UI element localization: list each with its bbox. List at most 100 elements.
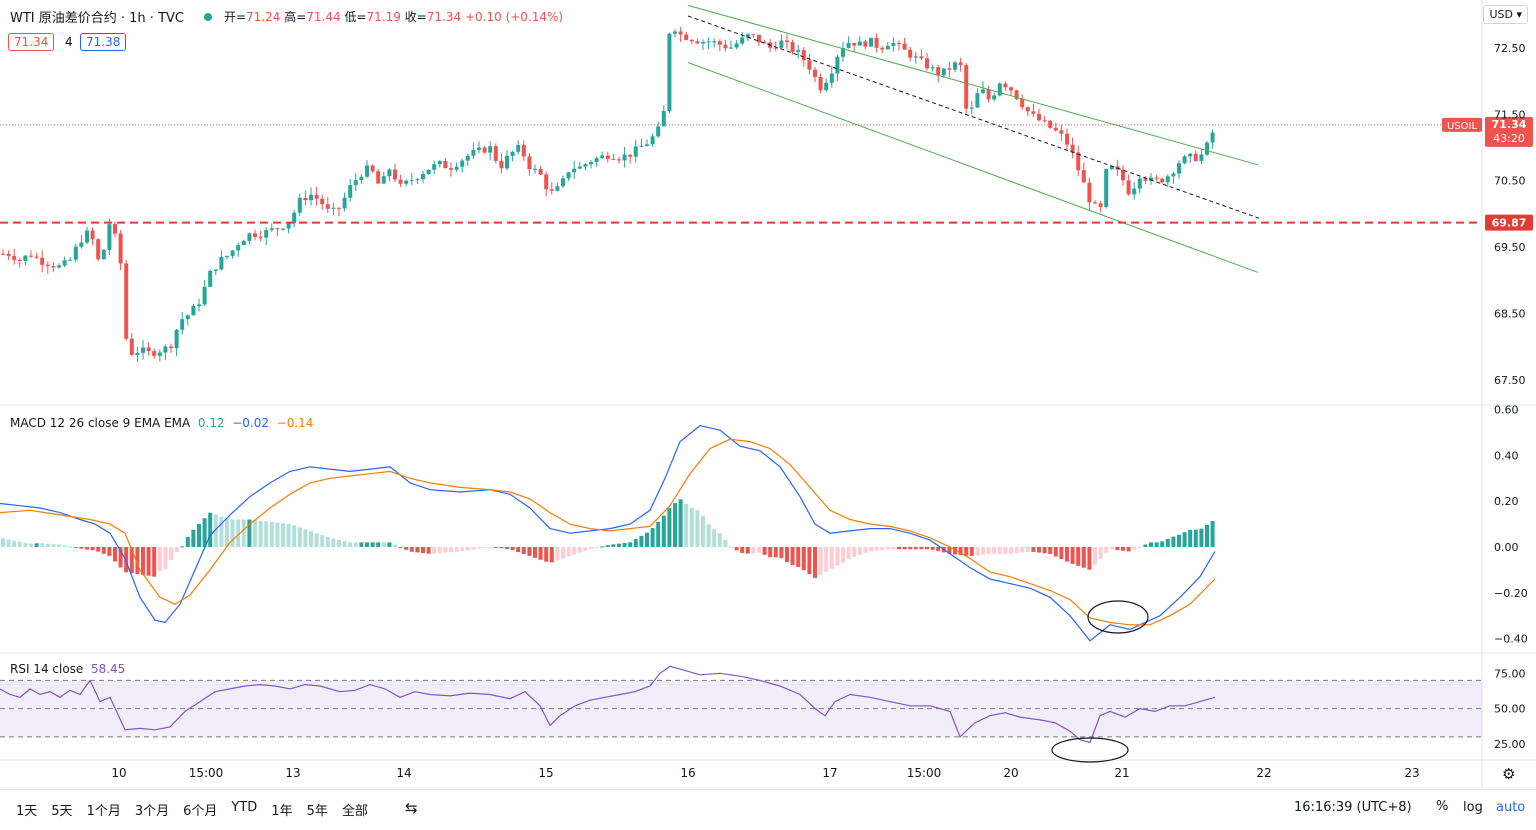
macd-histogram-bar [163, 546, 168, 570]
candle-body [947, 68, 952, 70]
candle-body [1199, 154, 1204, 161]
macd-histogram-bar [415, 546, 420, 553]
candle-body [320, 198, 325, 205]
macd-histogram-bar [902, 546, 907, 550]
ask-button[interactable]: 71.38 [80, 33, 127, 51]
candle-body [393, 169, 397, 180]
macd-histogram-bar [73, 546, 78, 548]
candle-body [331, 207, 336, 209]
time-tick-label: 15:00 [907, 766, 942, 780]
support-price-label: 69.87 [1492, 217, 1527, 230]
macd-histogram-bar [919, 546, 924, 550]
macd-tick-label: 0.40 [1494, 449, 1519, 462]
macd-histogram-bar [471, 546, 476, 550]
candle-body [510, 151, 515, 156]
current-price-tag [1485, 116, 1533, 147]
range-all[interactable]: 全部 [341, 804, 368, 819]
symbol-title[interactable]: WTI 原油差价合约 · 1h · TVC [10, 11, 184, 26]
macd-histogram-bar [314, 533, 319, 547]
macd-histogram-bar [297, 527, 302, 547]
macd-histogram-bar [925, 546, 929, 550]
macd-histogram-bar [141, 546, 145, 575]
range-5y[interactable]: 5年 [306, 804, 328, 819]
macd-histogram-bar [723, 540, 728, 547]
macd-histogram-bar [241, 519, 246, 547]
candle-body [639, 146, 644, 148]
macd-histogram-bar [1121, 546, 1125, 551]
candle-body [314, 194, 319, 199]
macd-histogram-bar [258, 520, 263, 547]
macd-histogram-bar [695, 510, 700, 547]
macd-histogram-bar [381, 542, 386, 547]
auto-toggle[interactable]: auto [1496, 800, 1526, 815]
macd-histogram-bar [908, 546, 913, 550]
macd-histogram-bar [303, 529, 308, 547]
currency-select[interactable]: USD ▾ [1483, 5, 1528, 24]
macd-histogram-bar [600, 546, 605, 548]
candle-body [387, 169, 392, 177]
candle-body [1126, 180, 1131, 195]
candle-body [1171, 173, 1176, 177]
macd-histogram-bar [505, 546, 509, 549]
time-tick-label: 13 [285, 766, 300, 780]
range-1m[interactable]: 1个月 [86, 804, 121, 819]
macd-histogram-bar [594, 546, 599, 548]
rsi-annotation-ellipse [1051, 737, 1129, 763]
clock-readout[interactable]: 16:16:39 (UTC+8) [1294, 800, 1412, 815]
candle-body [471, 149, 476, 156]
macd-histogram-bar [1109, 546, 1114, 550]
candle-body [1160, 178, 1165, 183]
candle-body [785, 40, 789, 43]
candle-body [605, 155, 610, 159]
macd-histogram-bar [482, 546, 487, 548]
candle-body [656, 126, 661, 137]
range-6m[interactable]: 6个月 [183, 804, 218, 819]
percent-toggle[interactable]: % [1436, 799, 1449, 814]
macd-histogram-bar [633, 539, 638, 547]
candle-body [516, 145, 521, 152]
macd-histogram-bar [689, 507, 694, 547]
macd-histogram-bar [801, 546, 806, 571]
time-tick-label: 21 [1114, 766, 1129, 780]
range-5d[interactable]: 5天 [51, 804, 73, 819]
candle-body [303, 197, 308, 201]
macd-histogram-bar [359, 542, 364, 547]
range-1y[interactable]: 1年 [271, 804, 293, 819]
macd-histogram-bar [247, 519, 252, 547]
candle-body [135, 352, 140, 355]
candle-body [1087, 182, 1092, 203]
macd-histogram-bar [107, 546, 112, 556]
candle-body [964, 65, 969, 109]
macd-histogram-bar [337, 539, 341, 547]
macd-histogram-bar [264, 521, 269, 547]
candle-body [953, 62, 957, 70]
candle-body [874, 37, 879, 48]
macd-histogram-bar [997, 546, 1002, 554]
macd-tick-label: 0.20 [1494, 495, 1519, 508]
candle-body [62, 260, 67, 266]
candle-body [1070, 144, 1075, 153]
range-ytd[interactable]: YTD [231, 800, 258, 815]
candle-body [264, 229, 269, 238]
spread-value: 4 [65, 35, 73, 49]
macd-histogram-bar [253, 520, 257, 547]
macd-histogram-bar [650, 528, 655, 547]
candle-body [712, 41, 717, 43]
log-toggle[interactable]: log [1463, 800, 1483, 815]
candle-body [869, 37, 873, 47]
bid-button[interactable]: 71.34 [8, 33, 55, 51]
macd-histogram-bar [1188, 529, 1193, 547]
macd-histogram-bar [292, 525, 297, 547]
macd-histogram-bar [1070, 546, 1075, 564]
candle-body [342, 197, 347, 209]
macd-histogram-bar [309, 531, 313, 547]
range-1d[interactable]: 1天 [16, 804, 38, 819]
calendar-goto-icon[interactable]: ⇆ [405, 799, 418, 817]
candle-body [835, 56, 840, 74]
candle-body [678, 31, 683, 35]
macd-histogram-bar [1076, 546, 1081, 566]
price-tick-label: 72.50 [1494, 42, 1526, 55]
settings-gear-icon[interactable]: ⚙ [1502, 765, 1516, 783]
range-3m[interactable]: 3个月 [134, 804, 170, 819]
candle-body [73, 246, 78, 260]
